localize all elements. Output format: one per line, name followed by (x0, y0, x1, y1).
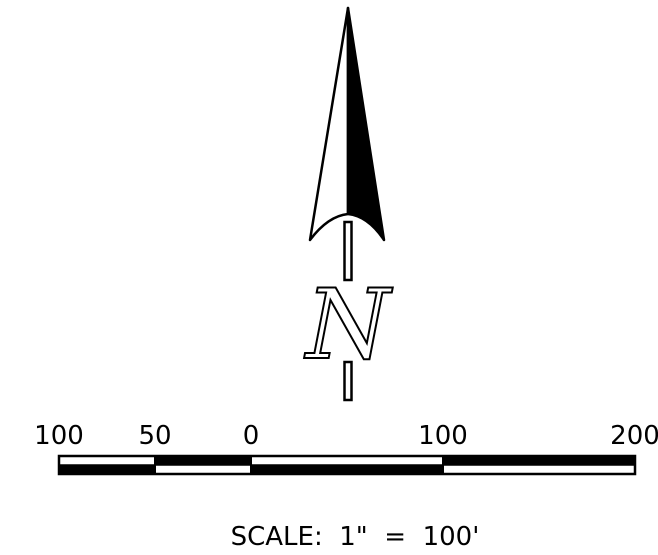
scale-segment-1-bottom (155, 465, 251, 474)
arrow-shaft-lower (343, 360, 353, 402)
scale-segment-0-top (59, 456, 155, 465)
scale-segment-0-bottom (59, 465, 155, 474)
arrowhead-left-half (308, 6, 350, 242)
scale-tick-labels: 100 50 0 100 200 (34, 421, 658, 451)
north-letter: N (304, 269, 393, 381)
arrowhead-right-half (346, 6, 386, 242)
scale-tick-label-4: 200 (610, 421, 658, 451)
north-arrow: N (303, 6, 394, 402)
scale-tick-label-1: 50 (138, 421, 171, 451)
scale-bar: 100 50 0 100 200 (34, 421, 658, 476)
scale-segment-1-top (155, 456, 251, 465)
scale-tick-label-3: 100 (418, 421, 468, 451)
scale-caption: SCALE: 1" = 100' (231, 522, 480, 552)
scale-segment-3-bottom (443, 465, 635, 474)
scale-tick-label-2: 0 (243, 421, 260, 451)
scale-segment-3-top (443, 456, 635, 465)
scale-segment-2-top (251, 456, 443, 465)
scale-tick-label-0: 100 (34, 421, 84, 451)
scale-segment-2-bottom (251, 465, 443, 474)
arrow-shaft-upper (343, 220, 353, 282)
